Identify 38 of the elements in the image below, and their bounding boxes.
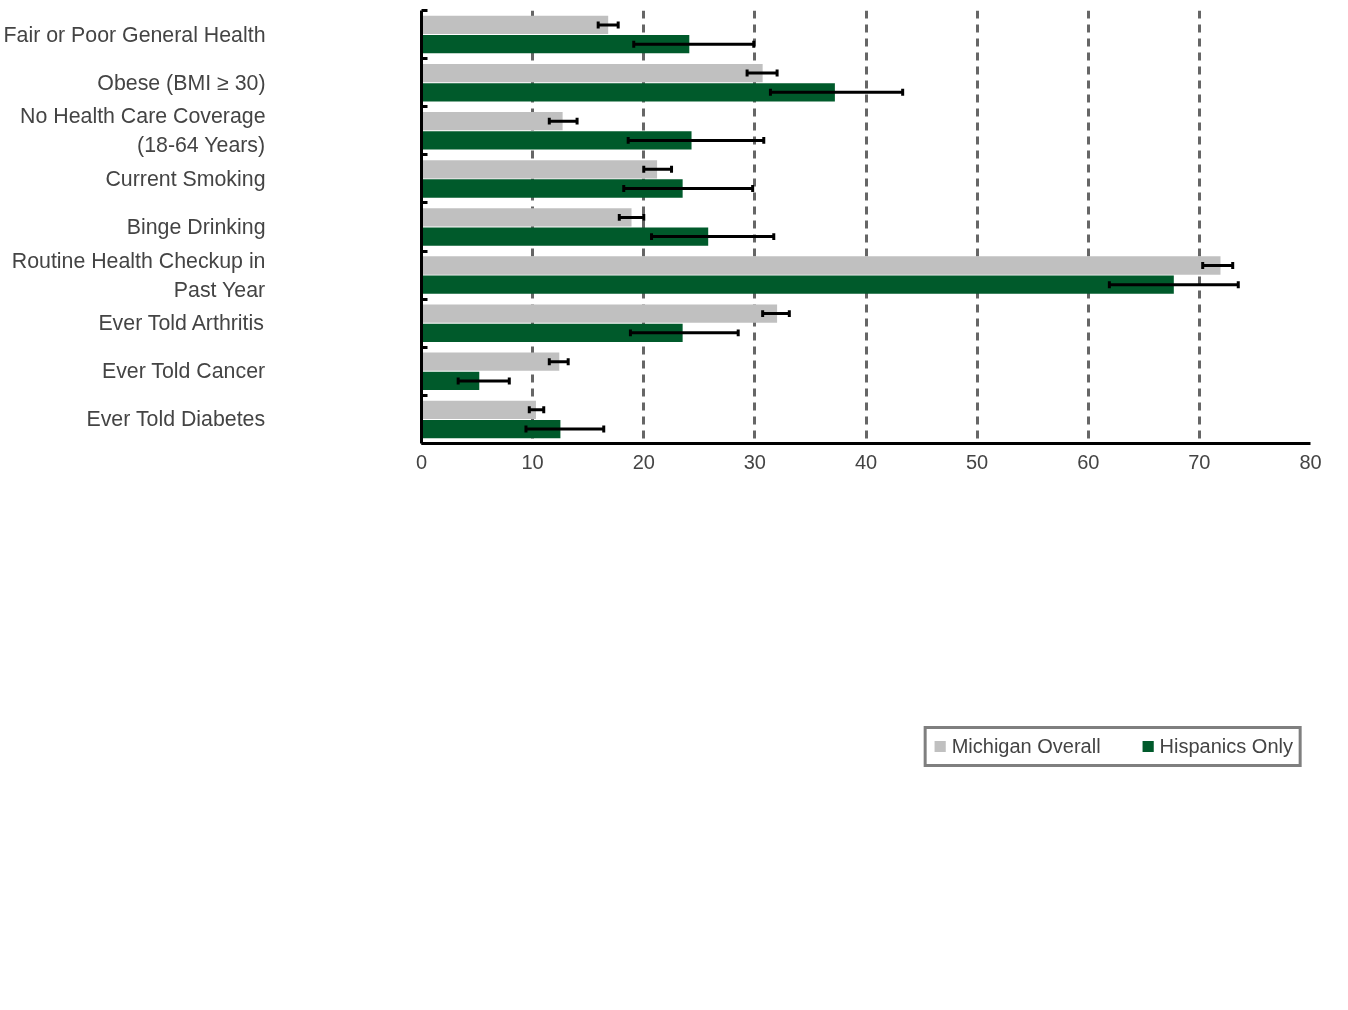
bar — [421, 352, 560, 371]
y-tick-label: Ever Told Cancer — [101, 359, 266, 384]
bar — [421, 371, 480, 391]
bar — [421, 160, 658, 179]
x-tick-label: 0 — [415, 450, 428, 473]
bar — [421, 256, 1221, 275]
x-tick-label: 60 — [1077, 450, 1100, 473]
y-tick-label: Current Smoking — [105, 166, 266, 191]
y-tick-label: Fair or Poor General Health — [3, 22, 266, 47]
y-tick-label: No Health Care Coverage (18-64 Years) — [20, 104, 266, 158]
y-tick-label: Ever Told Arthritis — [98, 311, 264, 336]
bar — [421, 179, 683, 198]
bar — [421, 400, 536, 419]
bar — [421, 227, 709, 246]
bar — [421, 15, 609, 35]
x-tick-label: 30 — [743, 450, 766, 473]
bar — [421, 63, 763, 83]
y-tick-label: Ever Told Diabetes — [86, 407, 266, 432]
x-tick-label: 80 — [1299, 450, 1322, 473]
y-tick-label: Routine Health Checkup in Past Year — [11, 248, 266, 302]
bar — [421, 323, 683, 342]
bar — [421, 83, 835, 102]
bar — [421, 35, 690, 54]
bar — [421, 304, 778, 323]
bar — [421, 208, 632, 227]
bar — [421, 112, 563, 131]
x-tick-label: 20 — [632, 450, 655, 473]
bar — [421, 275, 1174, 294]
legend-label: Michigan Overall — [951, 734, 1101, 758]
x-tick-label: 50 — [966, 450, 989, 473]
legend-label: Hispanics Only — [1159, 734, 1293, 758]
x-tick-label: 40 — [854, 450, 878, 473]
y-tick-label: Binge Drinking — [126, 215, 266, 239]
bar — [421, 419, 561, 439]
y-tick-label: Obese (BMI ≥ 30) — [97, 70, 266, 95]
x-tick-label: 10 — [521, 450, 544, 473]
x-tick-label: 70 — [1188, 450, 1211, 473]
bar — [421, 131, 692, 150]
